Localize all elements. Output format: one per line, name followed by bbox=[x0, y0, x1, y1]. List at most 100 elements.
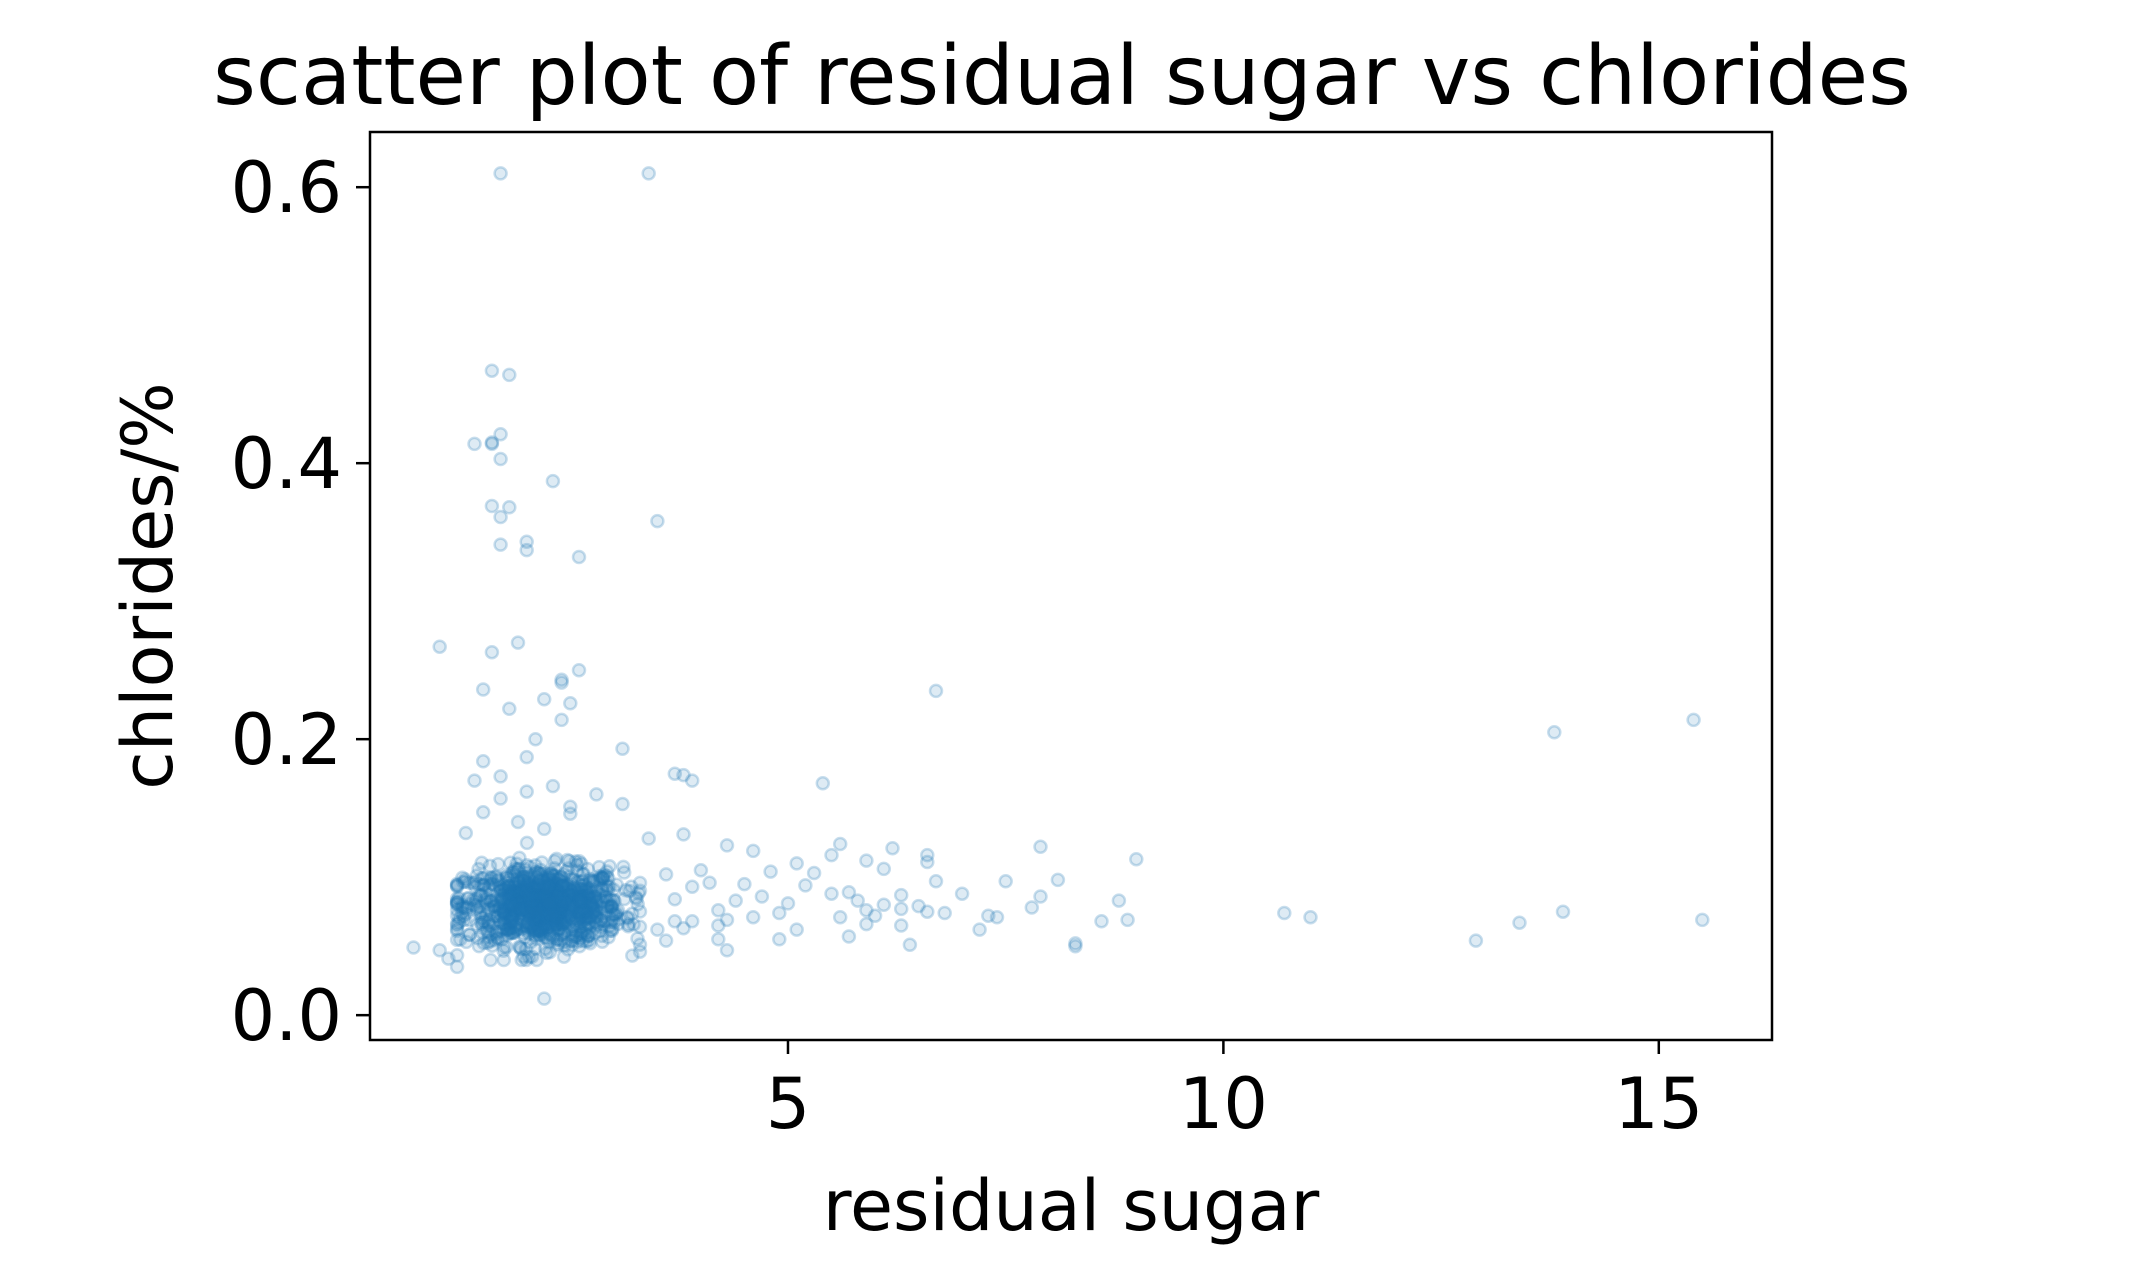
data-point bbox=[496, 952, 512, 968]
data-point bbox=[599, 868, 615, 884]
data-point bbox=[532, 879, 547, 895]
data-point bbox=[534, 882, 549, 897]
data-point bbox=[631, 885, 646, 901]
data-point bbox=[577, 902, 593, 918]
data-point bbox=[632, 904, 648, 919]
data-point bbox=[458, 874, 473, 890]
data-point bbox=[484, 435, 500, 450]
data-point bbox=[511, 882, 526, 898]
data-point bbox=[620, 910, 636, 926]
data-point bbox=[544, 903, 560, 918]
data-point bbox=[553, 903, 569, 919]
data-point bbox=[572, 890, 588, 906]
data-point bbox=[451, 915, 467, 930]
data-point bbox=[617, 891, 632, 907]
data-point bbox=[482, 918, 497, 934]
data-point bbox=[473, 905, 488, 921]
data-point bbox=[540, 890, 556, 906]
data-point bbox=[506, 864, 521, 879]
data-point bbox=[518, 902, 533, 918]
data-point bbox=[514, 952, 529, 968]
data-point bbox=[548, 916, 564, 931]
data-point bbox=[541, 894, 556, 910]
data-point bbox=[559, 879, 575, 895]
data-point bbox=[553, 932, 569, 948]
data-point bbox=[537, 879, 552, 894]
data-point bbox=[582, 871, 598, 887]
data-point bbox=[911, 898, 926, 914]
data-point bbox=[569, 904, 585, 920]
data-point bbox=[560, 888, 576, 904]
data-point bbox=[449, 895, 465, 911]
data-point bbox=[504, 907, 520, 923]
data-point bbox=[513, 886, 529, 902]
data-point bbox=[824, 886, 839, 901]
data-point bbox=[474, 887, 489, 903]
data-point bbox=[572, 893, 588, 908]
data-point bbox=[530, 923, 546, 939]
data-point bbox=[1303, 909, 1318, 925]
data-point bbox=[601, 929, 616, 945]
data-point bbox=[573, 887, 589, 903]
data-point bbox=[650, 922, 665, 937]
data-point bbox=[580, 887, 596, 903]
data-point bbox=[575, 933, 591, 949]
data-point bbox=[632, 919, 648, 935]
data-point bbox=[596, 867, 612, 882]
data-point bbox=[620, 909, 635, 925]
data-point bbox=[517, 898, 532, 914]
data-point bbox=[505, 886, 521, 902]
data-point bbox=[533, 909, 548, 924]
data-point bbox=[508, 876, 524, 892]
data-point bbox=[502, 701, 517, 717]
data-point bbox=[545, 888, 560, 903]
data-point bbox=[564, 892, 580, 908]
data-point bbox=[513, 895, 529, 911]
data-point bbox=[540, 902, 556, 918]
data-point bbox=[533, 920, 549, 935]
data-point bbox=[511, 881, 527, 897]
data-point bbox=[538, 941, 553, 956]
data-point bbox=[540, 880, 555, 895]
data-point bbox=[583, 895, 598, 910]
data-point bbox=[560, 888, 576, 903]
data-point bbox=[484, 498, 500, 514]
data-point bbox=[902, 937, 918, 953]
data-point bbox=[565, 888, 581, 903]
data-point bbox=[454, 900, 470, 915]
data-point bbox=[561, 896, 576, 912]
data-point bbox=[567, 885, 582, 901]
data-point bbox=[519, 901, 535, 917]
data-point bbox=[513, 883, 529, 898]
data-point bbox=[474, 870, 490, 886]
data-point bbox=[472, 887, 487, 903]
data-point bbox=[981, 908, 996, 924]
data-point bbox=[1094, 914, 1109, 929]
data-point bbox=[499, 870, 514, 885]
data-point bbox=[528, 899, 543, 914]
data-point bbox=[573, 915, 588, 931]
data-point bbox=[538, 891, 554, 907]
data-point bbox=[496, 887, 511, 902]
data-point bbox=[529, 869, 545, 885]
data-point bbox=[552, 911, 568, 927]
data-point bbox=[475, 925, 491, 941]
data-point bbox=[531, 913, 547, 929]
data-point bbox=[536, 991, 552, 1006]
data-point bbox=[503, 898, 518, 914]
data-point bbox=[472, 899, 488, 915]
data-point bbox=[565, 928, 580, 944]
data-point bbox=[581, 928, 596, 943]
data-point bbox=[531, 865, 547, 881]
y-tick-label: 0.4 bbox=[231, 423, 342, 505]
data-point bbox=[490, 856, 506, 872]
data-point bbox=[579, 890, 595, 906]
data-point bbox=[528, 904, 543, 919]
data-point bbox=[547, 910, 563, 925]
data-point bbox=[530, 865, 546, 881]
data-point bbox=[555, 899, 570, 915]
data-point bbox=[494, 887, 509, 903]
data-point bbox=[498, 880, 513, 895]
data-point bbox=[573, 890, 589, 906]
data-point bbox=[586, 873, 602, 888]
